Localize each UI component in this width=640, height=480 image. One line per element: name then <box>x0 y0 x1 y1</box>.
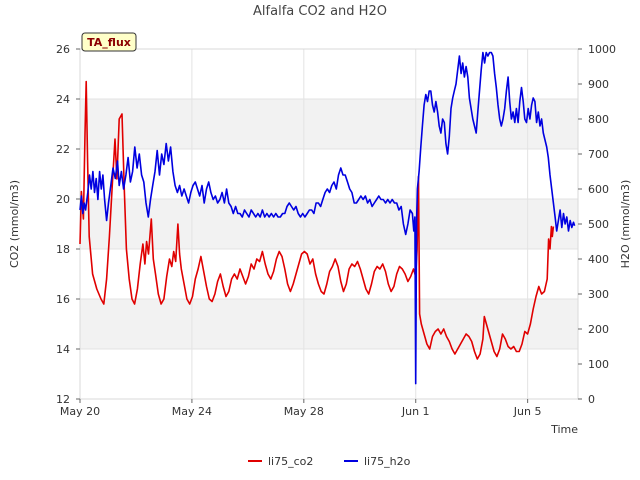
grid-bands <box>80 99 578 349</box>
left-tick-label-6: 24 <box>56 93 70 106</box>
x-tick-label-0: May 20 <box>60 405 100 418</box>
ta-flux-badge: TA_flux <box>81 32 137 52</box>
x-axis-label: Time <box>550 423 578 436</box>
left-axis-label: CO2 (mmol/m3) <box>8 180 21 268</box>
right-tick-label-0: 0 <box>588 393 595 406</box>
legend-label-li75_h2o: li75_h2o <box>364 455 411 468</box>
band-1 <box>80 199 578 249</box>
x-tick-label-3: Jun 1 <box>401 405 430 418</box>
left-tick-label-2: 16 <box>56 293 70 306</box>
legend: li75_co2 li75_h2o <box>248 455 411 468</box>
band-2 <box>80 99 578 149</box>
right-tick-label-3: 300 <box>588 288 609 301</box>
series-line-li75_h2o <box>79 51 576 385</box>
right-tick-label-2: 200 <box>588 323 609 336</box>
right-tick-label-6: 600 <box>588 183 609 196</box>
legend-label-li75_co2: li75_co2 <box>268 455 313 468</box>
right-tick-label-9: 900 <box>588 78 609 91</box>
right-axis-ticks: 0 100 200 300 400 500 600 700 800 900 1000 <box>578 43 616 406</box>
left-tick-label-5: 22 <box>56 143 70 156</box>
left-tick-label-4: 20 <box>56 193 70 206</box>
left-tick-label-1: 14 <box>56 343 70 356</box>
right-tick-label-8: 800 <box>588 113 609 126</box>
chart-title: Alfalfa CO2 and H2O <box>253 4 387 19</box>
band-0 <box>80 299 578 349</box>
right-tick-label-10: 1000 <box>588 43 616 56</box>
badge-text: TA_flux <box>87 36 131 49</box>
left-tick-label-0: 12 <box>56 393 70 406</box>
x-tick-label-2: May 28 <box>284 405 324 418</box>
left-axis-ticks: 12 14 16 18 20 22 24 26 <box>56 43 80 406</box>
right-tick-label-7: 700 <box>588 148 609 161</box>
x-axis-ticks: May 20 May 24 May 28 Jun 1 Jun 5 <box>60 399 542 418</box>
series-layer <box>79 51 576 385</box>
right-axis-label: H2O (mmol/m3) <box>619 180 632 269</box>
right-tick-label-4: 400 <box>588 253 609 266</box>
x-tick-label-1: May 24 <box>172 405 212 418</box>
left-tick-label-7: 26 <box>56 43 70 56</box>
series-line-li75_co2 <box>79 80 555 360</box>
x-tick-label-4: Jun 5 <box>513 405 542 418</box>
left-tick-label-3: 18 <box>56 243 70 256</box>
right-tick-label-1: 100 <box>588 358 609 371</box>
right-tick-label-5: 500 <box>588 218 609 231</box>
